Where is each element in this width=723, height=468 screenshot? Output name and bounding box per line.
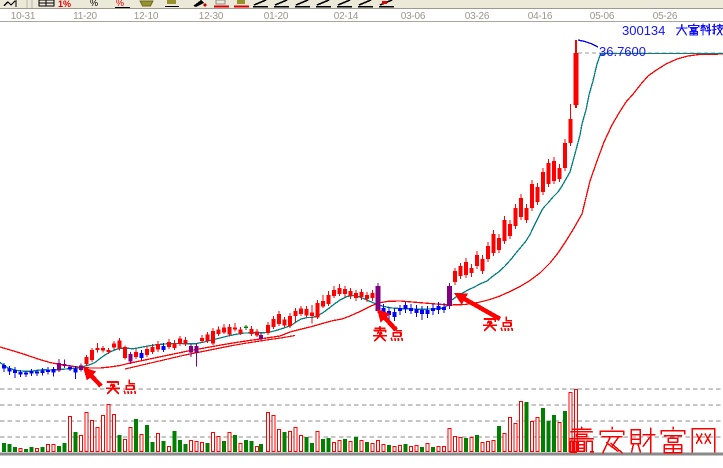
svg-text:1%: 1%	[58, 0, 71, 9]
svg-text:05-06: 05-06	[590, 11, 615, 22]
svg-text:%: %	[116, 0, 124, 8]
svg-text:05-26: 05-26	[653, 11, 678, 22]
svg-text:02-14: 02-14	[334, 11, 359, 22]
svg-text:%: %	[90, 0, 98, 8]
svg-text:12-10: 12-10	[134, 11, 159, 22]
svg-text:01-20: 01-20	[264, 11, 289, 22]
svg-text:03-06: 03-06	[401, 11, 426, 22]
svg-text:36.7600: 36.7600	[599, 44, 646, 59]
svg-text:300134: 300134	[622, 23, 665, 38]
svg-text:04-16: 04-16	[528, 11, 553, 22]
svg-text:10-31: 10-31	[11, 11, 36, 22]
svg-text:12-30: 12-30	[199, 11, 224, 22]
svg-text:11-20: 11-20	[73, 11, 97, 22]
svg-text:03-26: 03-26	[465, 11, 490, 22]
